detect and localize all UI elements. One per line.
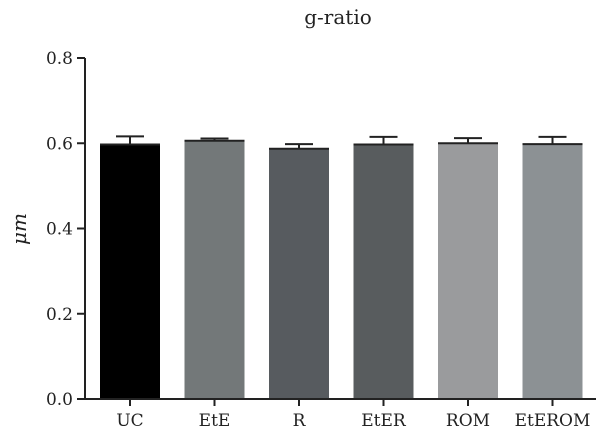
x-tick-label: EtER bbox=[361, 411, 407, 431]
chart-title: g-ratio bbox=[304, 5, 372, 29]
y-tick-label: 0.6 bbox=[46, 134, 73, 154]
bar-ete bbox=[184, 140, 245, 399]
y-axis: 0.0 0.2 0.4 0.6 0.8 bbox=[46, 49, 86, 410]
y-axis-label: μm bbox=[7, 213, 31, 245]
y-tick-label: 0.8 bbox=[46, 49, 73, 69]
bar-rom bbox=[438, 143, 498, 399]
y-tick-label: 0.0 bbox=[46, 390, 73, 410]
x-tick-label: EtEROM bbox=[515, 411, 591, 431]
x-tick-label: ROM bbox=[446, 411, 490, 431]
x-tick-label: R bbox=[293, 411, 307, 431]
x-axis: UC EtE R EtER ROM EtEROM bbox=[84, 398, 596, 431]
x-tick-label: UC bbox=[116, 411, 143, 431]
bar-eterom bbox=[522, 144, 583, 399]
y-tick-label: 0.2 bbox=[46, 305, 73, 325]
bars bbox=[100, 135, 583, 399]
x-tick-label: EtE bbox=[199, 411, 231, 431]
bar-r bbox=[269, 148, 329, 399]
bar-uc bbox=[100, 144, 160, 399]
bar-eter bbox=[353, 144, 414, 399]
y-tick-label: 0.4 bbox=[46, 220, 73, 240]
